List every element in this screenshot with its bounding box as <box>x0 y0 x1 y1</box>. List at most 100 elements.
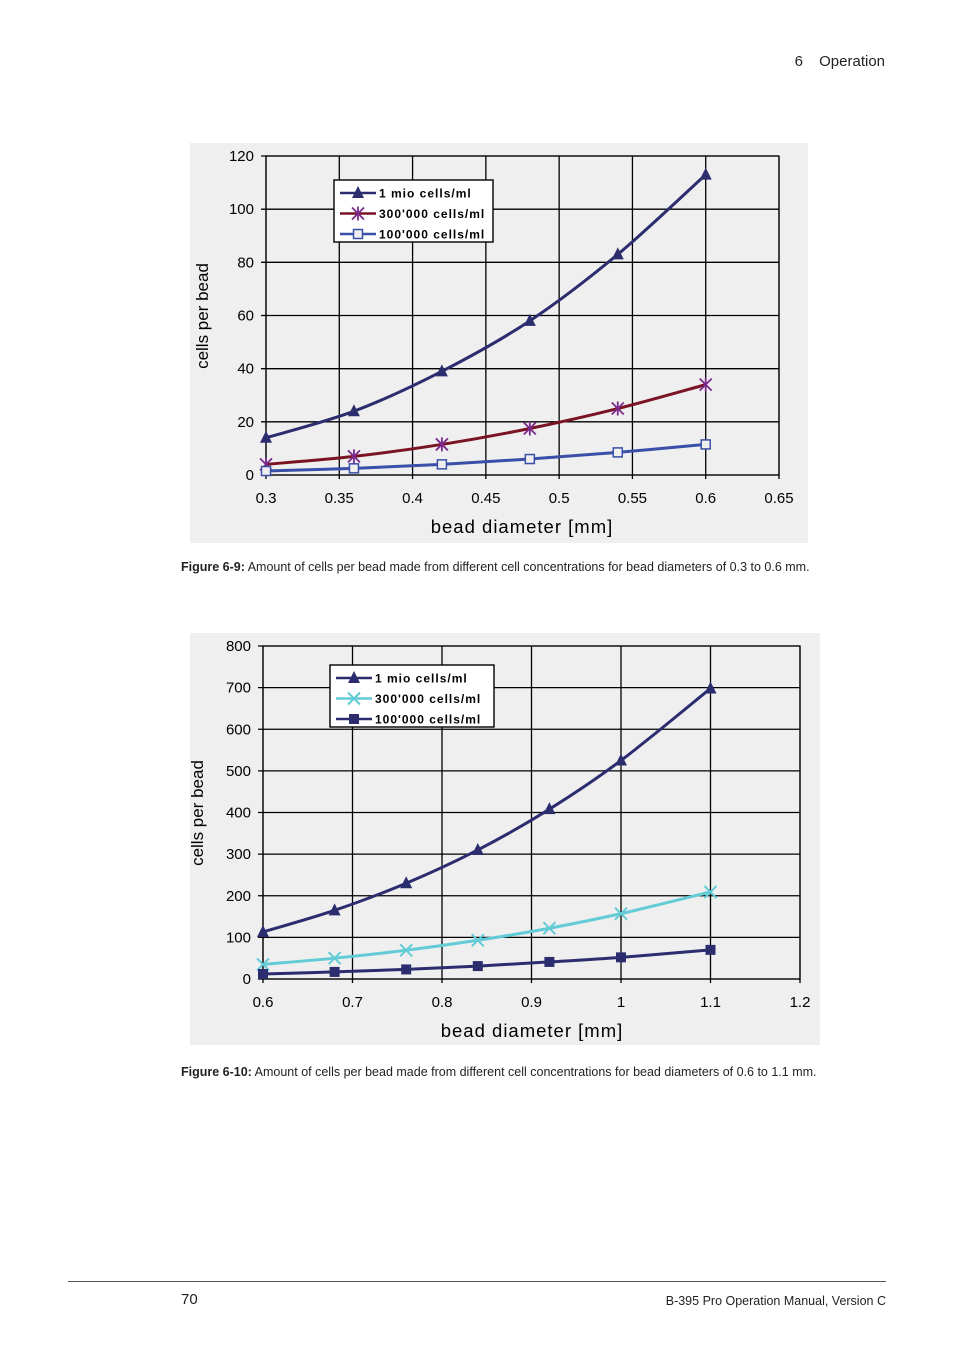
data-point <box>472 961 483 972</box>
data-point <box>705 944 716 955</box>
series-line <box>265 442 706 473</box>
x-tick-label: 0.3 <box>256 490 277 507</box>
x-tick-label: 1 <box>617 994 625 1011</box>
data-point <box>260 465 272 477</box>
y-tick-label: 80 <box>237 254 254 271</box>
data-point <box>543 802 556 815</box>
legend-label: 1 mio cells/ml <box>375 672 468 686</box>
data-point <box>611 401 625 416</box>
data-point <box>471 933 485 947</box>
legend-label: 100'000 cells/ml <box>375 713 481 727</box>
x-axis-label: bead diameter [mm] <box>431 516 614 537</box>
series-3 <box>260 439 711 477</box>
data-point <box>612 447 624 458</box>
data-point <box>544 956 555 967</box>
data-point <box>542 921 557 935</box>
data-point <box>435 364 448 377</box>
data-point <box>704 681 717 694</box>
chart-svg-2: 0 100 200 300 400 500 600 700 800 0.6 0.7 0.8 0.9 1 1.… <box>188 638 811 1041</box>
x-tick-label: 0.6 <box>253 994 274 1011</box>
x-tick-label: 0.6 <box>695 490 716 507</box>
data-point <box>401 964 412 975</box>
data-point <box>435 437 449 452</box>
y-tick-label: 200 <box>226 888 251 905</box>
manual-title: B-395 Pro Operation Manual, Version C <box>665 1294 886 1308</box>
page-header: 6 Operation <box>795 53 885 70</box>
y-axis-label: cells per bead <box>188 760 207 866</box>
data-point <box>256 957 270 972</box>
data-point <box>329 966 340 977</box>
legend-swatch-marker <box>352 228 364 240</box>
x-tick-label: 0.5 <box>549 490 570 507</box>
y-axis-label: cells per bead <box>193 263 212 369</box>
x-tick-label: 0.45 <box>471 490 500 507</box>
data-point <box>436 459 448 470</box>
x-tick-label: 1.2 <box>790 994 811 1011</box>
y-tick-label: 20 <box>237 414 254 431</box>
y-tick-label: 100 <box>226 929 251 946</box>
data-point <box>327 951 342 965</box>
data-point <box>524 453 536 465</box>
data-point <box>328 903 341 916</box>
x-tick-label: 0.4 <box>402 490 423 507</box>
legend: 1 mio cells/ml 300'000 cells/ml 100'000 ce… <box>333 179 494 243</box>
chapter-title: Operation <box>819 53 885 70</box>
data-point <box>471 842 484 855</box>
y-tick-label: 0 <box>246 467 254 484</box>
data-point <box>699 377 713 392</box>
y-tick-label: 300 <box>226 846 251 863</box>
y-tick-label: 500 <box>226 763 251 780</box>
series-line <box>265 173 707 440</box>
caption-text: Amount of cells per bead made from diffe… <box>251 1065 817 1079</box>
x-tick-label: 0.65 <box>764 490 793 507</box>
series-1 <box>257 681 717 937</box>
legend-label: 300'000 cells/ml <box>375 692 481 706</box>
y-tick-label: 0 <box>243 971 251 988</box>
series-2 <box>256 885 718 972</box>
y-tick-label: 120 <box>229 148 254 165</box>
legend-swatch-marker <box>348 671 360 683</box>
data-point <box>260 430 272 443</box>
caption-label: Figure 6-9: <box>181 560 245 574</box>
data-point <box>699 167 712 180</box>
x-tick-label: 0.8 <box>432 994 453 1011</box>
series-3 <box>258 944 716 980</box>
legend-label: 100'000 cells/ml <box>379 228 485 242</box>
legend-label: 1 mio cells/ml <box>379 187 472 201</box>
series-2 <box>259 377 713 472</box>
caption-label: Figure 6-10: <box>181 1065 252 1079</box>
series-line <box>265 383 707 466</box>
y-tick-label: 40 <box>237 361 254 378</box>
data-point <box>399 943 413 957</box>
data-point <box>347 404 360 417</box>
data-point <box>523 421 537 436</box>
figure-6-9-chart: 0 20 40 60 80 100 120 0.3 0.35 0.4 0.45 0.5 0.55 0.6 0… <box>190 143 808 543</box>
y-tick-label: 800 <box>226 638 251 655</box>
figure-6-10-chart: 0 100 200 300 400 500 600 700 800 0.6 0.7 0.8 0.9 1 1.… <box>188 633 820 1045</box>
data-point <box>258 969 268 980</box>
data-point <box>615 753 627 766</box>
y-tick-label: 60 <box>237 308 254 325</box>
x-tick-label: 0.9 <box>521 994 542 1011</box>
data-point <box>257 924 269 937</box>
data-point <box>611 247 624 260</box>
chart-svg-1: 0 20 40 60 80 100 120 0.3 0.35 0.4 0.45 0.5 0.55 0.6 0… <box>193 148 794 537</box>
footer-divider <box>68 1281 886 1282</box>
data-point <box>703 885 718 899</box>
figure-caption-1: Figure 6-9: Amount of cells per bead mad… <box>181 560 810 574</box>
page-number: 70 <box>181 1291 198 1308</box>
data-point <box>614 906 628 921</box>
y-tick-label: 700 <box>226 680 251 697</box>
y-tick-label: 100 <box>229 201 254 218</box>
caption-text: Amount of cells per bead made from diffe… <box>244 560 810 574</box>
legend: 1 mio cells/ml 300'000 cells/ml 100'000 ce… <box>329 664 495 728</box>
legend-swatch-marker <box>352 186 364 198</box>
x-tick-label: 0.35 <box>325 490 354 507</box>
data-point <box>400 876 413 889</box>
legend-swatch-marker <box>349 714 359 724</box>
figure-caption-2: Figure 6-10: Amount of cells per bead ma… <box>181 1065 817 1079</box>
data-point <box>347 449 361 464</box>
legend-label: 300'000 cells/ml <box>379 207 485 221</box>
data-point <box>348 463 360 474</box>
x-tick-label: 0.7 <box>342 994 363 1011</box>
